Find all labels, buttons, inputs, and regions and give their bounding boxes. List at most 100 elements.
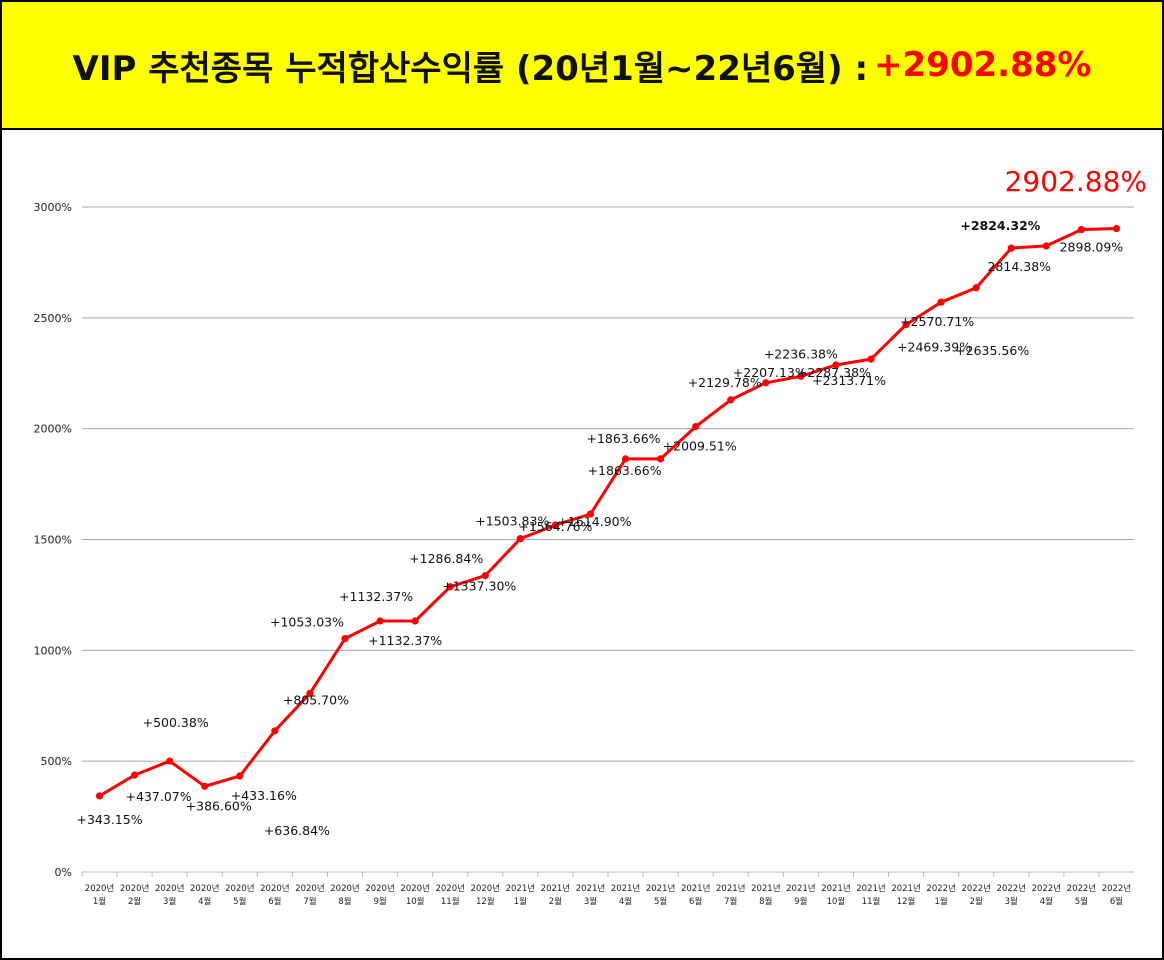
data-point: [972, 284, 980, 292]
x-tick-label: 7월: [303, 896, 316, 907]
x-tick-label: 2021년: [506, 883, 535, 894]
x-tick-label: 6월: [268, 896, 281, 907]
data-point: [201, 782, 209, 790]
data-point: [902, 321, 910, 329]
x-tick-label: 2022년: [997, 883, 1026, 894]
x-tick-label: 2월: [549, 896, 562, 907]
y-tick-label: 2500%: [34, 312, 72, 325]
final-value-label: 2902.88%: [1005, 165, 1147, 198]
x-tick-label: 6월: [1110, 896, 1123, 907]
data-label: +805.70%: [283, 692, 349, 707]
data-label: +433.16%: [231, 788, 297, 803]
x-tick-label: 2월: [970, 896, 983, 907]
x-tick-label: 4월: [198, 896, 211, 907]
x-tick-label: 2022년: [1102, 883, 1131, 894]
data-point: [271, 727, 279, 735]
data-label: +1132.37%: [368, 633, 442, 648]
data-point: [166, 757, 174, 765]
data-label: +2469.39%: [897, 340, 971, 355]
data-point: [621, 455, 630, 463]
data-point: [692, 422, 700, 431]
x-tick-label: 2020년: [435, 883, 464, 894]
data-point: [832, 361, 840, 369]
data-label: +1564.76%: [518, 519, 592, 534]
x-tick-label: 2021년: [716, 883, 745, 894]
x-tick-label: 6월: [689, 896, 702, 907]
x-tick-label: 2020년: [400, 883, 429, 894]
data-label: +2570.71%: [900, 314, 974, 329]
x-tick-label: 2021년: [541, 883, 570, 894]
x-tick-label: 5월: [654, 896, 667, 907]
data-label: +386.60%: [186, 798, 252, 813]
banner-title: VIP 추천종목 누적합산수익률 (20년1월~22년6월) :: [72, 48, 869, 89]
x-tick-label: 7월: [724, 896, 737, 907]
data-point: [1007, 244, 1015, 252]
y-tick-label: 1000%: [34, 644, 72, 657]
data-point: [1077, 225, 1085, 234]
x-tick-label: 11월: [441, 896, 460, 907]
x-tick-label: 2021년: [751, 883, 780, 894]
x-tick-label: 2020년: [225, 883, 254, 894]
x-tick-label: 2020년: [190, 883, 219, 894]
x-tick-label: 2020년: [365, 883, 394, 894]
x-tick-label: 8월: [338, 896, 351, 907]
y-tick-label: 3000%: [34, 201, 72, 214]
x-tick-label: 2020년: [120, 883, 149, 894]
x-tick-label: 8월: [759, 896, 772, 907]
x-tick-label: 12월: [476, 896, 495, 907]
data-point: [95, 792, 104, 800]
x-tick-label: 2020년: [260, 883, 289, 894]
data-label: +1337.30%: [442, 579, 516, 594]
data-label: 2814.38%: [987, 259, 1051, 274]
x-tick-label: 11월: [862, 896, 881, 907]
x-tick-label: 2020년: [85, 883, 114, 894]
x-tick-label: 10월: [406, 896, 425, 907]
data-point: [727, 396, 735, 404]
data-point: [411, 617, 419, 625]
x-tick-label: 2022년: [1032, 883, 1061, 894]
data-label: +2824.32%: [960, 218, 1040, 233]
data-label: +2635.56%: [955, 343, 1029, 358]
data-point: [797, 372, 805, 380]
data-label: +2236.38%: [764, 346, 838, 361]
data-label: +343.15%: [76, 812, 142, 827]
data-label: +2009.51%: [663, 439, 737, 454]
data-label: +1863.66%: [588, 463, 662, 478]
x-tick-label: 2021년: [611, 883, 640, 894]
data-label: +2207.13%: [733, 365, 807, 380]
x-tick-label: 1월: [514, 896, 527, 907]
data-label: 2898.09%: [1060, 240, 1124, 255]
data-label: +1286.84%: [409, 551, 483, 566]
x-tick-label: 10월: [827, 896, 846, 907]
x-tick-label: 2021년: [681, 883, 710, 894]
x-tick-label: 2022년: [1067, 883, 1096, 894]
data-point: [446, 583, 454, 591]
data-point: [306, 689, 314, 698]
data-label: +2313.71%: [812, 373, 886, 388]
x-tick-label: 12월: [897, 896, 916, 907]
x-tick-label: 4월: [619, 896, 632, 907]
x-tick-label: 2020년: [471, 883, 500, 894]
x-tick-label: 2021년: [786, 883, 815, 894]
x-tick-label: 2021년: [646, 883, 675, 894]
data-label: +437.07%: [126, 789, 192, 804]
title-banner: VIP 추천종목 누적합산수익률 (20년1월~22년6월) : +2902.8…: [2, 2, 1162, 130]
data-point: [236, 772, 244, 780]
x-tick-label: 3월: [1005, 896, 1018, 907]
x-tick-label: 2월: [128, 896, 141, 907]
x-tick-label: 5월: [1075, 896, 1088, 907]
data-point: [657, 455, 665, 463]
x-tick-label: 2022년: [961, 883, 990, 894]
data-label: +2129.78%: [688, 375, 762, 390]
x-tick-label: 1월: [93, 896, 106, 907]
data-point: [341, 634, 349, 643]
data-point: [376, 617, 384, 625]
data-point: [1042, 242, 1050, 250]
data-label: +1503.83%: [475, 514, 549, 529]
x-tick-label: 9월: [373, 896, 386, 907]
data-point: [131, 771, 139, 779]
x-tick-label: 2021년: [856, 883, 885, 894]
y-tick-label: 2000%: [34, 423, 72, 436]
y-tick-label: 500%: [41, 755, 72, 768]
